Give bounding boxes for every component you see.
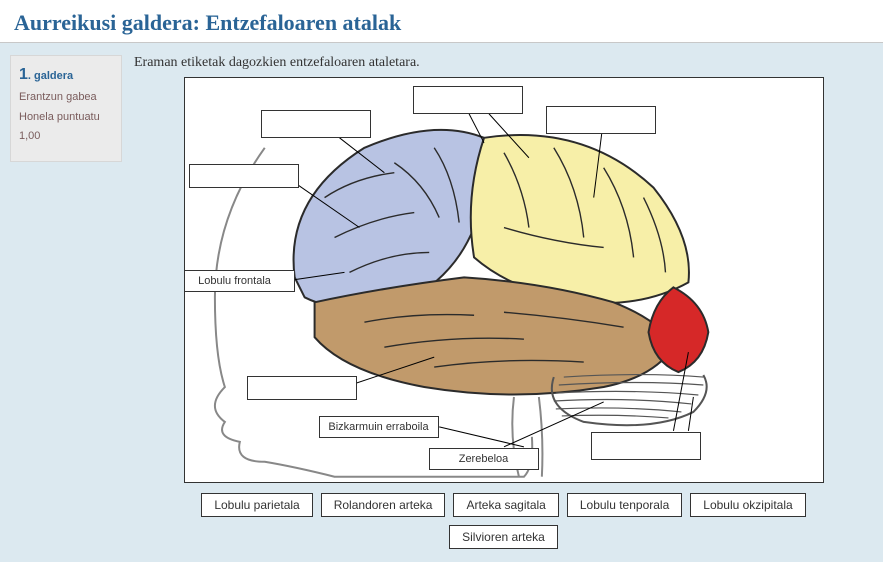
drag-label[interactable]: Silvioren arteka <box>449 525 558 549</box>
drop-slot-slot6[interactable] <box>247 376 357 400</box>
drag-label[interactable]: Lobulu okzipitala <box>690 493 805 517</box>
drag-label[interactable]: Rolandoren arteka <box>321 493 446 517</box>
parietal-lobe <box>470 135 688 303</box>
question-instruction: Eraman etiketak dagozkien entzefaloaren … <box>134 55 873 71</box>
drop-slot-slot8[interactable]: Zerebeloa <box>429 448 539 470</box>
drop-slot-slot5[interactable]: Lobulu frontala <box>184 270 295 292</box>
drop-slot-slot4[interactable] <box>189 164 299 188</box>
label-bank: Lobulu parietala Rolandoren arteka Arteka … <box>184 493 824 549</box>
score-value: 1,00 <box>19 129 113 144</box>
drop-slot-slot7[interactable]: Bizkarmuin erraboila <box>319 416 439 438</box>
content-wrap: 1. galdera Erantzun gabea Honela puntuat… <box>0 43 883 561</box>
drag-label[interactable]: Lobulu parietala <box>201 493 312 517</box>
question-number-suffix: . galdera <box>28 70 73 82</box>
question-number-value: 1 <box>19 66 28 83</box>
score-label: Honela puntuatu <box>19 110 113 125</box>
drop-slot-slot2[interactable] <box>413 86 523 114</box>
drop-slot-slot1[interactable] <box>261 110 371 138</box>
question-info-box: 1. galdera Erantzun gabea Honela puntuat… <box>10 55 122 162</box>
drop-slot-slot9[interactable] <box>591 432 701 460</box>
drop-slot-slot3[interactable] <box>546 106 656 134</box>
page-title: Aurreikusi galdera: Entzefaloaren atalak <box>14 10 869 36</box>
question-area: Eraman etiketak dagozkien entzefaloaren … <box>134 55 873 549</box>
brain-diagram: Lobulu frontala Bizkarmuin erraboila Zereb… <box>184 77 824 483</box>
drag-label[interactable]: Arteka sagitala <box>453 493 558 517</box>
page-header: Aurreikusi galdera: Entzefaloaren atalak <box>0 0 883 43</box>
answer-status: Erantzun gabea <box>19 90 113 105</box>
drag-label[interactable]: Lobulu tenporala <box>567 493 682 517</box>
question-number: 1. galdera <box>19 64 113 86</box>
